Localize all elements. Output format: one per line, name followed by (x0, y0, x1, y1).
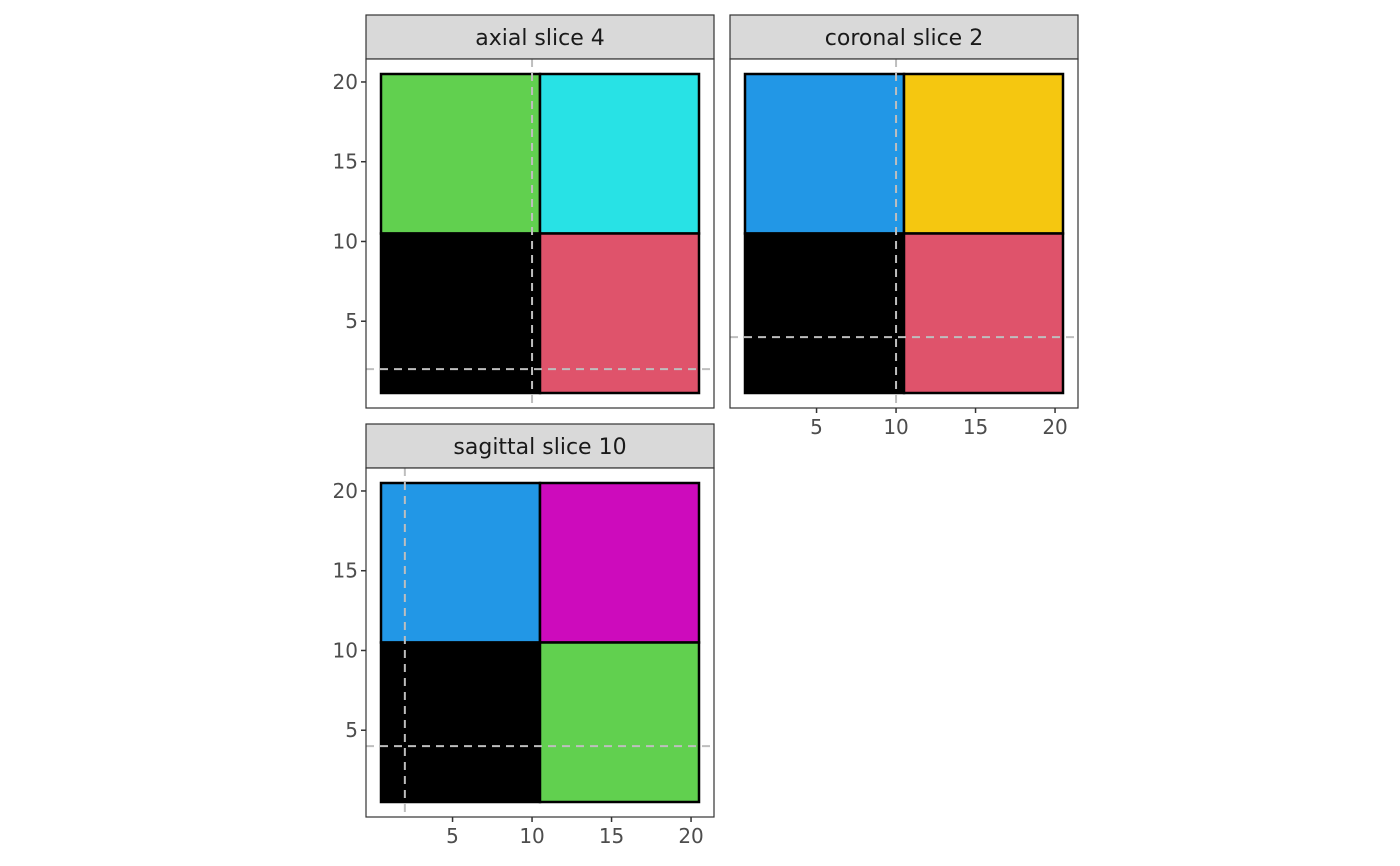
region-2 (902, 72, 1065, 235)
region-4 (538, 641, 701, 804)
facet-panel-2: coronal slice 2 5 10 15 20 (729, 14, 1079, 439)
strip-label: coronal slice 2 (825, 26, 983, 51)
region-2 (538, 72, 701, 235)
x-tick-label: 5 (446, 824, 459, 848)
region-3 (379, 232, 542, 395)
panel-border (729, 58, 1079, 409)
facet-panel-1: axial slice 4 5 10 15 20 (333, 14, 715, 409)
panel-content (730, 59, 1078, 408)
region-3 (743, 232, 906, 395)
x-tick-label: 20 (678, 824, 703, 848)
x-tick-label: 15 (963, 415, 988, 439)
y-tick-label: 10 (333, 638, 358, 662)
region-2 (538, 481, 701, 644)
x-tick-label: 10 (519, 824, 544, 848)
region-1 (379, 481, 542, 644)
facet-panel-3: sagittal slice 10 5 10 15 20 5 10 15 20 (333, 423, 715, 848)
panel-content (366, 468, 714, 817)
y-tick-label: 10 (333, 229, 358, 253)
region-1 (743, 72, 906, 235)
y-tick-label: 20 (333, 479, 358, 503)
x-tick-label: 5 (810, 415, 823, 439)
strip-label: sagittal slice 10 (453, 435, 626, 460)
panel-content (366, 59, 714, 408)
y-tick-label: 5 (345, 309, 358, 333)
region-4 (902, 232, 1065, 395)
panel-border (365, 58, 715, 409)
region-3 (379, 641, 542, 804)
strip-background (729, 14, 1079, 60)
x-tick-label: 15 (599, 824, 624, 848)
y-tick-label: 20 (333, 70, 358, 94)
strip-label: axial slice 4 (475, 26, 605, 51)
y-tick-label: 15 (333, 150, 358, 174)
region-4 (538, 232, 701, 395)
y-tick-label: 5 (345, 718, 358, 742)
x-tick-label: 10 (883, 415, 908, 439)
region-1 (379, 72, 542, 235)
panel-border (365, 467, 715, 818)
strip-background (365, 14, 715, 60)
x-tick-label: 20 (1042, 415, 1067, 439)
y-tick-label: 15 (333, 559, 358, 583)
